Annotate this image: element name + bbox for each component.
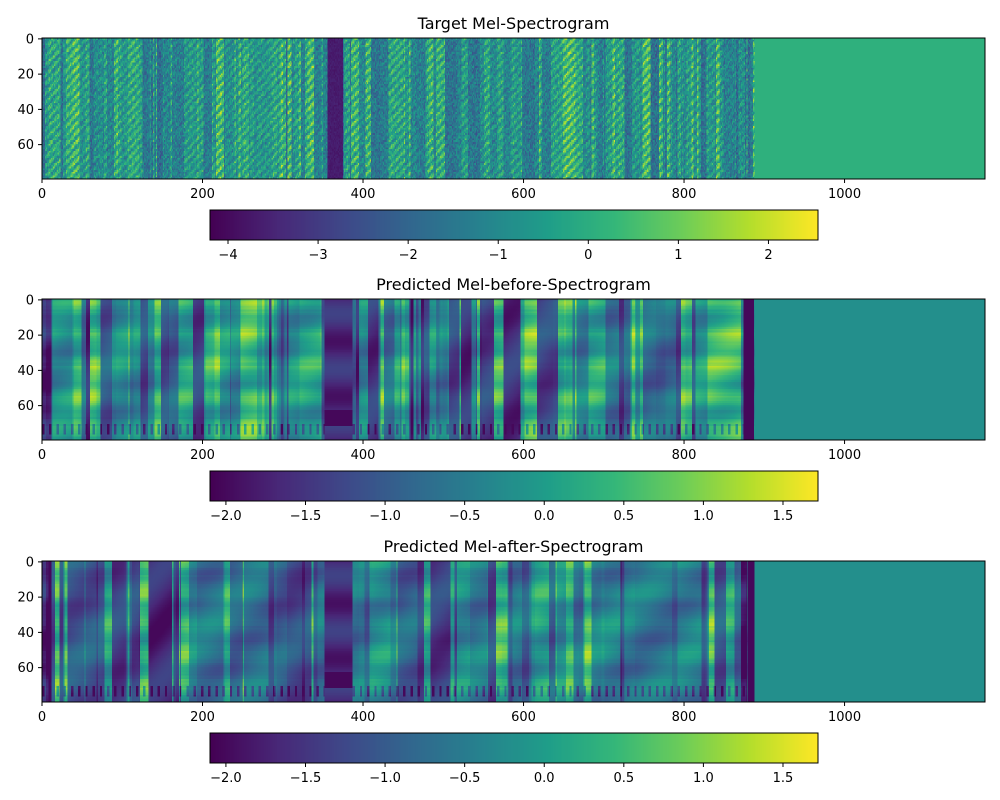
- y-tick-label: 60: [17, 661, 34, 676]
- colorbar-tick-label: −1.5: [290, 771, 322, 786]
- x-tick-label: 600: [511, 710, 536, 725]
- chart-title: Predicted Mel-before-Spectrogram: [376, 275, 651, 294]
- x-tick-label: 600: [511, 187, 536, 202]
- colorbar-tick-label: 0.5: [613, 509, 634, 524]
- x-tick-label: 0: [38, 448, 46, 463]
- x-tick-label: 200: [190, 187, 215, 202]
- chart-title: Target Mel-Spectrogram: [417, 14, 610, 33]
- colorbar-tick-label: −0.5: [449, 509, 481, 524]
- colorbar-tick-label: −2: [399, 248, 418, 263]
- y-tick-label: 0: [26, 32, 34, 47]
- y-tick-label: 0: [26, 555, 34, 570]
- x-tick-label: 600: [511, 448, 536, 463]
- y-tick-label: 20: [17, 68, 34, 83]
- colorbar-tick-label: −3: [309, 248, 328, 263]
- x-tick-label: 1000: [828, 710, 861, 725]
- x-tick-label: 0: [38, 710, 46, 725]
- colorbar-tick-label: 0.0: [534, 509, 555, 524]
- colorbar-gradient: [210, 210, 818, 240]
- x-tick-label: 0: [38, 187, 46, 202]
- colorbar-tick-label: 2: [764, 248, 772, 263]
- y-tick-label: 40: [17, 364, 34, 379]
- y-tick-label: 60: [17, 138, 34, 153]
- colorbar-tick-label: 1.0: [693, 771, 714, 786]
- colorbar-tick-label: −1.0: [369, 771, 401, 786]
- colorbar-tick-label: 0.5: [613, 771, 634, 786]
- x-tick-label: 800: [672, 187, 697, 202]
- x-tick-label: 200: [190, 448, 215, 463]
- x-tick-label: 1000: [828, 187, 861, 202]
- axes-frame: [41, 298, 986, 441]
- colorbar-frame: [209, 209, 819, 241]
- colorbar-tick-label: 0: [584, 248, 592, 263]
- y-tick-label: 60: [17, 399, 34, 414]
- heatmap-image: [42, 38, 985, 179]
- y-tick-label: 40: [17, 626, 34, 641]
- chart-title: Predicted Mel-after-Spectrogram: [383, 537, 643, 556]
- colorbar-tick-label: −1: [489, 248, 508, 263]
- y-tick-label: 20: [17, 591, 34, 606]
- colorbar-tick-label: −4: [218, 248, 237, 263]
- x-tick-label: 400: [351, 448, 376, 463]
- x-tick-label: 400: [351, 710, 376, 725]
- x-tick-label: 400: [351, 187, 376, 202]
- y-tick-label: 20: [17, 329, 34, 344]
- colorbar-tick-label: −2.0: [210, 771, 242, 786]
- x-tick-label: 1000: [828, 448, 861, 463]
- colorbar-frame: [209, 732, 819, 764]
- colorbar-tick-label: −0.5: [449, 771, 481, 786]
- colorbar-tick-label: 1: [674, 248, 682, 263]
- heatmap-image: [42, 561, 985, 702]
- y-tick-label: 40: [17, 103, 34, 118]
- colorbar-gradient: [210, 471, 818, 501]
- colorbar-tick-label: 1.5: [773, 771, 794, 786]
- colorbar-frame: [209, 470, 819, 502]
- y-tick-label: 0: [26, 293, 34, 308]
- x-tick-label: 800: [672, 448, 697, 463]
- colorbar-tick-label: 1.5: [773, 509, 794, 524]
- axes-frame: [41, 37, 986, 180]
- heatmap-image: [42, 299, 985, 440]
- colorbar-gradient: [210, 733, 818, 763]
- x-tick-label: 200: [190, 710, 215, 725]
- x-tick-label: 800: [672, 710, 697, 725]
- colorbar-tick-label: 1.0: [693, 509, 714, 524]
- colorbar-tick-label: 0.0: [534, 771, 555, 786]
- colorbar-tick-label: −1.0: [369, 509, 401, 524]
- colorbar-tick-label: −2.0: [210, 509, 242, 524]
- colorbar-tick-label: −1.5: [290, 509, 322, 524]
- axes-frame: [41, 560, 986, 703]
